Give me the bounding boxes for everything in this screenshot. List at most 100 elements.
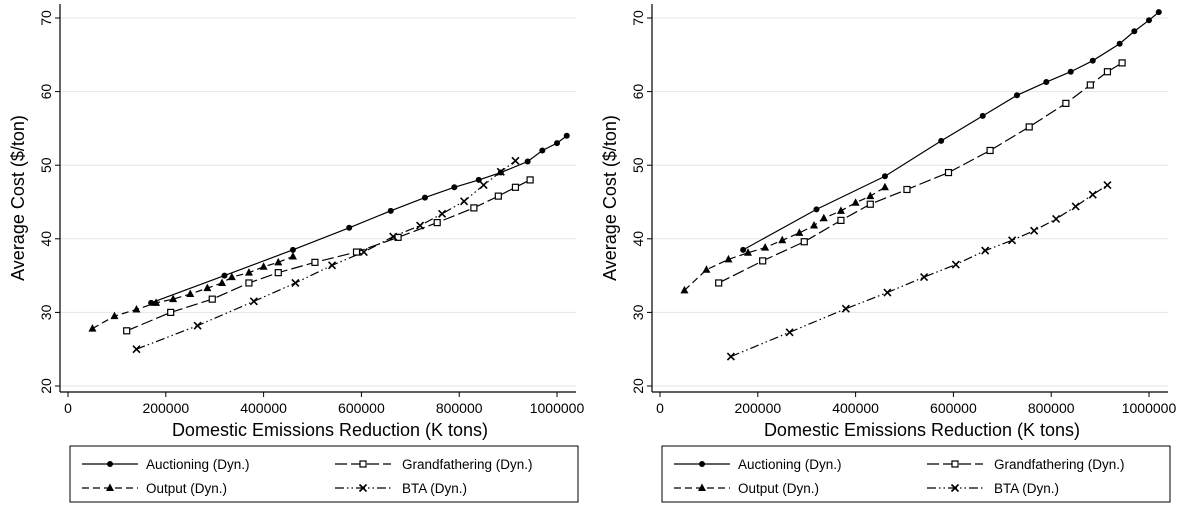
data-point (416, 221, 425, 230)
data-point (883, 288, 892, 297)
data-point (203, 283, 212, 292)
legend-marker (951, 460, 959, 468)
series-bta (132, 156, 520, 354)
data-point (259, 262, 268, 270)
series-output (680, 182, 889, 294)
data-point (1067, 68, 1074, 75)
y-tick-label: 40 (38, 231, 54, 247)
data-point (944, 168, 953, 177)
data-point (1116, 40, 1123, 47)
y-tick-label: 30 (38, 304, 54, 320)
legend-box (661, 445, 1171, 503)
series-line (150, 135, 568, 304)
data-point (539, 147, 546, 154)
x-tick-label: 600000 (930, 400, 977, 416)
data-point (724, 254, 733, 263)
data-point (186, 289, 195, 297)
data-point (274, 269, 282, 277)
data-point (795, 228, 804, 236)
x-tick-label: 800000 (1028, 400, 1075, 416)
x-tick-label: 200000 (142, 400, 189, 416)
x-tick-label: 0 (656, 400, 664, 416)
data-point (761, 243, 770, 251)
data-point (1030, 226, 1039, 235)
y-tick-label: 20 (630, 378, 646, 394)
data-point (245, 279, 253, 287)
data-point (1025, 123, 1033, 131)
data-point (274, 257, 283, 266)
data-point (1043, 79, 1050, 86)
data-point (421, 194, 428, 201)
data-point (148, 299, 155, 306)
legend-entry: Auctioning (Dyn.) (82, 457, 250, 472)
data-point (938, 137, 945, 144)
data-point (837, 216, 845, 224)
data-point (511, 183, 520, 191)
data-point (881, 173, 888, 180)
data-point (1088, 190, 1097, 199)
y-tick-label: 60 (630, 84, 646, 100)
data-point (346, 224, 353, 231)
legend-marker (106, 483, 114, 491)
data-point (1008, 236, 1017, 245)
legend-label: Auctioning (Dyn.) (738, 457, 842, 472)
y-tick-label: 40 (630, 231, 646, 247)
data-point (494, 192, 502, 200)
data-point (986, 146, 994, 155)
data-point (819, 213, 828, 222)
data-point (740, 246, 747, 253)
series-line (742, 11, 1160, 251)
legend-entry: Output (Dyn.) (82, 481, 227, 496)
data-point (1013, 92, 1020, 99)
series-bta (726, 181, 1112, 361)
legend: Auctioning (Dyn.) Grandfathering (Dyn.) Ou… (661, 445, 1171, 503)
data-point (511, 156, 520, 165)
x-tick-label: 400000 (832, 400, 879, 416)
data-point (979, 112, 986, 119)
data-point (387, 207, 394, 214)
data-point (1071, 202, 1080, 211)
series-auctioning (740, 9, 1162, 253)
data-point (359, 247, 368, 257)
legend-entry: Grandfathering (Dyn.) (335, 457, 533, 472)
series-line (136, 160, 516, 350)
data-point (289, 246, 296, 253)
x-tick-label: 400000 (240, 400, 287, 416)
data-point (479, 181, 488, 190)
data-point (866, 191, 875, 200)
legend-entry: Output (Dyn.) (674, 481, 819, 496)
x-axis-title: Domestic Emissions Reduction (K tons) (764, 420, 1080, 440)
legend-entry: BTA (Dyn.) (335, 481, 467, 496)
legend-marker (698, 483, 706, 491)
data-point (951, 260, 960, 269)
data-point (123, 327, 131, 335)
data-point (524, 158, 531, 165)
data-point (981, 246, 990, 255)
data-point (291, 278, 300, 288)
data-point (880, 182, 889, 191)
legend-marker (358, 483, 368, 493)
data-point (221, 272, 228, 279)
data-point (1146, 17, 1152, 24)
data-point (311, 258, 319, 266)
data-point (88, 324, 97, 332)
data-point (1089, 57, 1096, 64)
data-point (841, 304, 850, 313)
data-point (800, 238, 808, 246)
data-point (327, 261, 337, 270)
data-point (470, 204, 478, 212)
y-tick-label: 50 (630, 157, 646, 173)
y-tick-label: 50 (38, 157, 54, 173)
data-point (785, 328, 794, 337)
y-tick-label: 70 (38, 10, 54, 26)
x-tick-label: 600000 (338, 400, 385, 416)
legend-entry: Auctioning (Dyn.) (674, 457, 842, 472)
data-point (496, 167, 505, 176)
series-auctioning (148, 132, 570, 306)
data-point (759, 257, 767, 265)
data-point (866, 200, 874, 208)
legend-marker (950, 483, 960, 493)
data-point (563, 132, 570, 139)
legend-label: Output (Dyn.) (738, 481, 819, 496)
